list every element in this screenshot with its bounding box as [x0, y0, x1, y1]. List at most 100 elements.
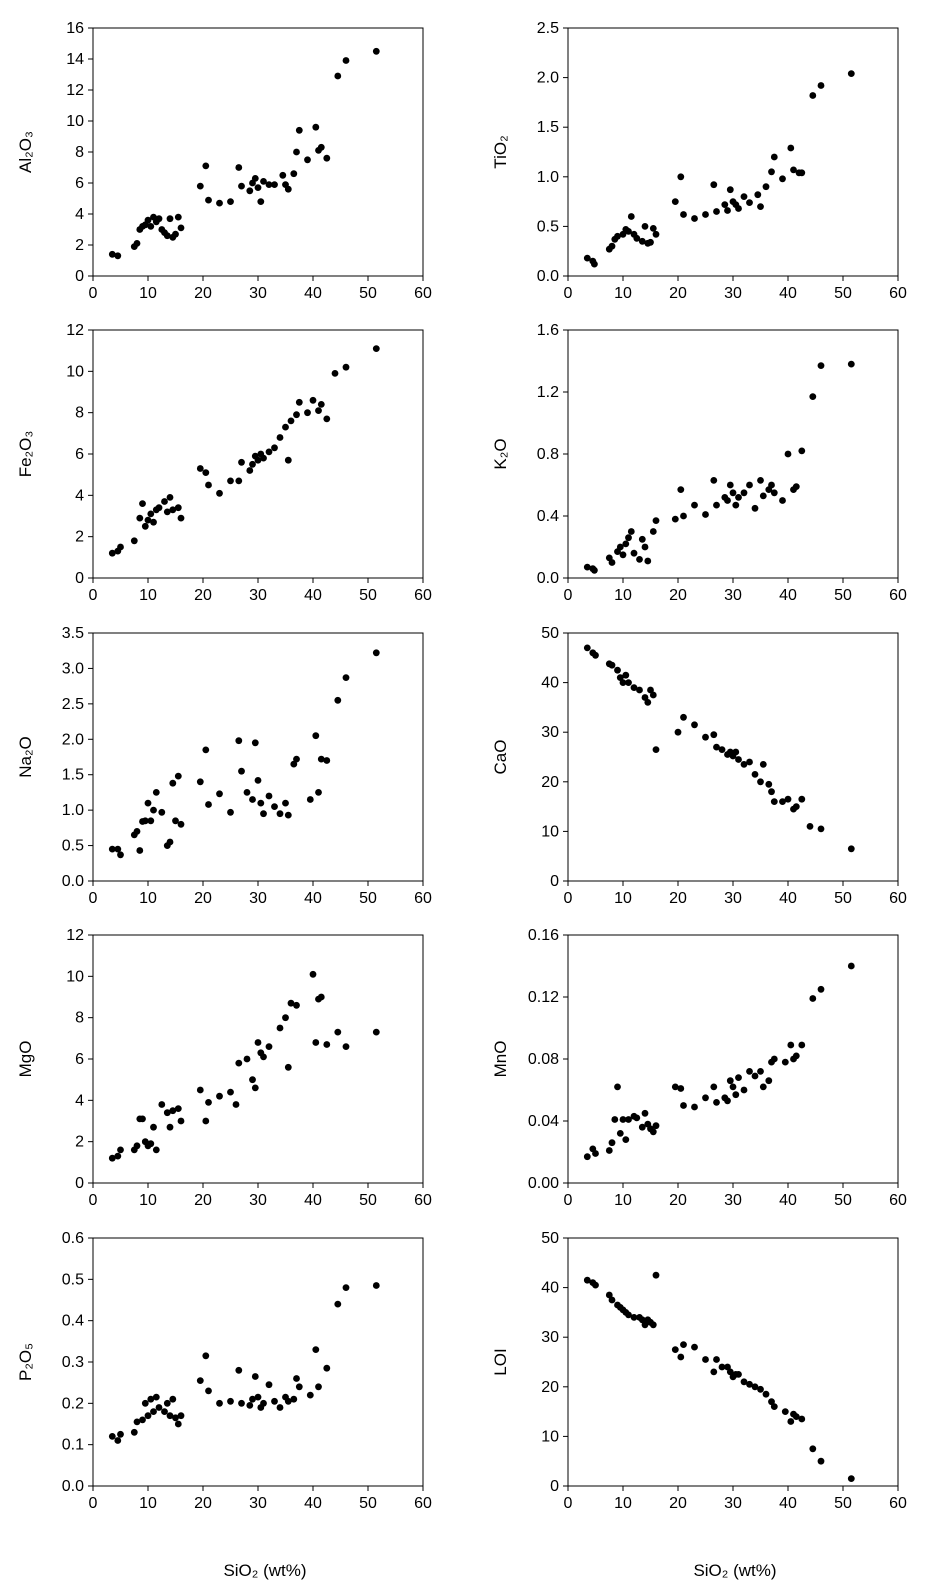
data-point: [117, 543, 124, 551]
data-point: [608, 1296, 616, 1304]
x-tick-label: 50: [834, 1495, 852, 1512]
data-point: [117, 1146, 124, 1154]
y-tick-label: 50: [541, 625, 559, 642]
x-tick-label: 30: [249, 890, 267, 907]
chart-panel-4: 0 10 20 30 40 50 60 0.0 0.4 0.8 1.2 1.6 K₂O: [491, 322, 907, 604]
data-point: [295, 1383, 303, 1391]
data-point: [792, 803, 800, 810]
data-point: [718, 1363, 726, 1371]
data-point: [622, 540, 630, 548]
data-point: [680, 211, 687, 218]
data-point: [809, 92, 817, 99]
data-point: [136, 847, 144, 854]
y-tick-label: 40: [541, 675, 559, 692]
data-point: [817, 362, 825, 369]
x-tick-label: 20: [669, 1192, 687, 1209]
data-point: [641, 1109, 649, 1117]
data-point: [817, 985, 825, 993]
data-point: [141, 1399, 149, 1407]
data-point: [312, 1039, 320, 1046]
y-tick-label: 0: [550, 873, 559, 890]
data-point: [809, 393, 817, 400]
y-tick-label: 8: [75, 144, 84, 161]
data-point: [608, 661, 616, 669]
data-point: [150, 1123, 157, 1131]
data-point: [284, 456, 292, 464]
y-tick-label: 0.0: [62, 1478, 84, 1495]
data-point: [312, 123, 320, 131]
data-point: [227, 198, 234, 206]
data-point: [155, 504, 163, 512]
data-point: [817, 82, 825, 89]
data-point: [718, 746, 726, 753]
data-point: [276, 434, 284, 441]
data-point: [630, 1314, 638, 1321]
y-tick-label: 0.0: [537, 268, 559, 285]
data-point: [114, 1152, 122, 1160]
y-axis-title: MgO: [16, 1041, 35, 1078]
data-point: [152, 1393, 160, 1401]
data-point: [784, 795, 792, 803]
x-tick-label: 40: [304, 1495, 322, 1512]
data-point: [372, 47, 380, 55]
data-point: [166, 1123, 174, 1131]
data-point: [334, 1028, 342, 1036]
x-tick-label: 60: [414, 1495, 432, 1512]
data-point: [740, 1086, 748, 1094]
y-tick-label: 0.8: [537, 446, 559, 463]
data-point: [746, 481, 753, 489]
data-point: [798, 1041, 806, 1049]
data-point: [166, 215, 174, 223]
data-point: [691, 501, 698, 509]
data-point: [260, 810, 267, 818]
data-point: [177, 224, 185, 232]
data-point: [130, 537, 138, 545]
x-tick-label: 50: [359, 1192, 377, 1209]
data-point: [130, 1428, 138, 1436]
data-point: [290, 1395, 298, 1403]
y-axis-title: Al₂O₃: [16, 131, 35, 173]
x-tick-label: 10: [139, 890, 157, 907]
data-point: [746, 1068, 753, 1075]
data-point: [315, 1383, 322, 1391]
y-tick-label: 2.0: [537, 70, 559, 87]
data-point: [260, 1053, 267, 1061]
x-tick-label: 40: [304, 1192, 322, 1209]
data-point: [630, 549, 638, 557]
data-point: [798, 1415, 806, 1423]
x-tick-label: 60: [889, 1495, 907, 1512]
data-point: [150, 806, 157, 814]
data-point: [133, 1418, 141, 1426]
data-point: [710, 477, 718, 484]
data-point: [641, 1321, 649, 1329]
x-tick-label: 20: [669, 587, 687, 604]
data-point: [702, 733, 709, 741]
data-point: [235, 164, 243, 171]
data-point: [152, 1146, 160, 1154]
data-point: [759, 492, 767, 500]
y-tick-label: 1.5: [62, 767, 84, 784]
data-point: [710, 731, 718, 739]
y-tick-label: 10: [66, 113, 84, 130]
data-point: [202, 1117, 210, 1125]
data-point: [677, 173, 685, 181]
data-point: [713, 1356, 720, 1363]
data-point: [238, 767, 245, 775]
data-point: [611, 1116, 619, 1123]
data-point: [638, 1316, 646, 1324]
data-point: [605, 1147, 613, 1154]
data-point: [284, 185, 292, 193]
data-point: [735, 494, 742, 501]
data-point: [757, 778, 764, 786]
data-point: [265, 792, 273, 800]
data-point: [117, 851, 124, 859]
y-axis-title: MnO: [491, 1041, 510, 1078]
data-point: [114, 1437, 122, 1444]
data-point: [205, 481, 212, 489]
data-point: [746, 1380, 753, 1388]
data-point: [342, 57, 350, 64]
x-tick-label: 40: [779, 285, 797, 302]
data-point: [638, 237, 646, 245]
data-point: [762, 183, 770, 191]
data-point: [246, 1402, 254, 1409]
